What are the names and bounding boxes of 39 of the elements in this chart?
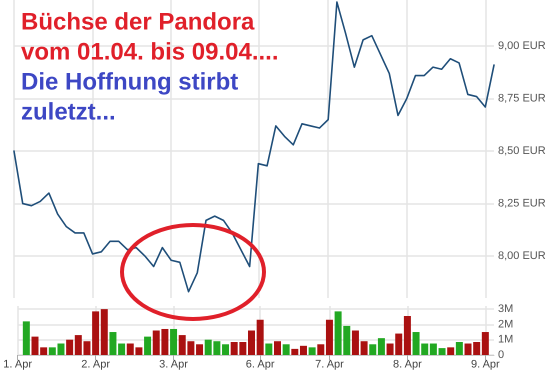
x-tick-label: 3. Apr — [159, 358, 188, 370]
y-tick-label: 1M — [498, 334, 514, 346]
bar — [282, 344, 290, 355]
x-tick-label: 9. Apr — [470, 358, 500, 370]
bar — [152, 330, 160, 355]
bar — [334, 311, 342, 355]
bar — [22, 321, 30, 355]
x-tick-label: 6. Apr — [246, 358, 275, 370]
y-tick-label: 8,75 EUR — [498, 92, 546, 105]
bar — [343, 326, 350, 355]
x-tick-label: 1. Apr — [3, 358, 32, 370]
y-tick-label: 8,00 EUR — [498, 250, 546, 262]
bar — [170, 328, 178, 355]
y-tick-label: 3M — [498, 303, 514, 316]
bar — [230, 342, 238, 355]
y-tick-label: 0 — [498, 349, 504, 361]
x-tick-label: 7. Apr — [315, 358, 344, 370]
bar — [274, 341, 281, 355]
y-tick-label: 9,00 EUR — [498, 40, 546, 52]
line-series — [13, 1, 495, 293]
y-tick-label: 8,25 EUR — [498, 198, 546, 210]
y-tick-label: 8,50 EUR — [498, 145, 546, 158]
y-tick-label: 2M — [498, 318, 514, 330]
bar — [100, 309, 108, 355]
text: Die Hoffnung stirbt zuletzt... — [21, 68, 238, 126]
bar — [447, 347, 454, 355]
bar — [456, 342, 463, 355]
bar — [144, 336, 152, 355]
bar — [204, 340, 212, 355]
x-tick-label: 2. Apr — [81, 358, 110, 370]
bar — [66, 340, 74, 355]
text: Büchse der Pandora vom 01.04. bis 09.04.... — [21, 8, 278, 66]
bar — [265, 344, 272, 355]
bar — [178, 335, 186, 355]
bar — [404, 316, 411, 355]
bar — [482, 332, 489, 355]
bar — [161, 328, 168, 355]
bar — [308, 347, 316, 355]
x-tick-label: 8. Apr — [393, 358, 422, 370]
